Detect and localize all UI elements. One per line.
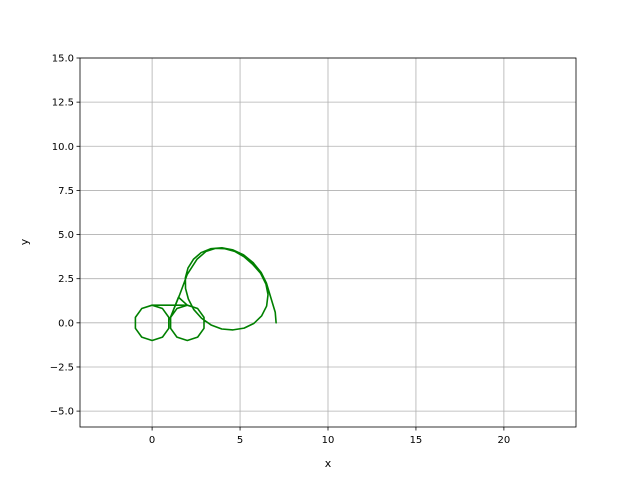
y-axis-label: y xyxy=(18,238,31,245)
x-tick-label: 5 xyxy=(237,435,243,446)
y-tick-label: 12.5 xyxy=(52,98,74,109)
x-tick-label: 15 xyxy=(410,435,423,446)
y-tick-label: −5.0 xyxy=(50,407,74,418)
x-tick-label: 10 xyxy=(322,435,335,446)
x-tick-label: 0 xyxy=(149,435,155,446)
y-tick-label: 2.5 xyxy=(58,274,74,285)
grid xyxy=(80,57,576,427)
y-tick-label: 5.0 xyxy=(58,230,74,241)
y-tick-label: 0.0 xyxy=(58,318,74,329)
y-axis: −5.0 −2.5 0.0 2.5 5.0 7.5 10.0 12.5 15.0 xyxy=(50,54,80,418)
y-tick-label: 15.0 xyxy=(52,54,74,65)
y-tick-label: 10.0 xyxy=(52,142,74,153)
x-tick-label: 20 xyxy=(498,435,511,446)
y-tick-label: 7.5 xyxy=(58,186,74,197)
series-layer xyxy=(134,247,277,342)
x-axis: 0 5 10 15 20 xyxy=(149,427,510,446)
y-tick-label: −2.5 xyxy=(50,362,74,373)
x-axis-label: x xyxy=(325,457,332,470)
series-line xyxy=(134,247,277,342)
